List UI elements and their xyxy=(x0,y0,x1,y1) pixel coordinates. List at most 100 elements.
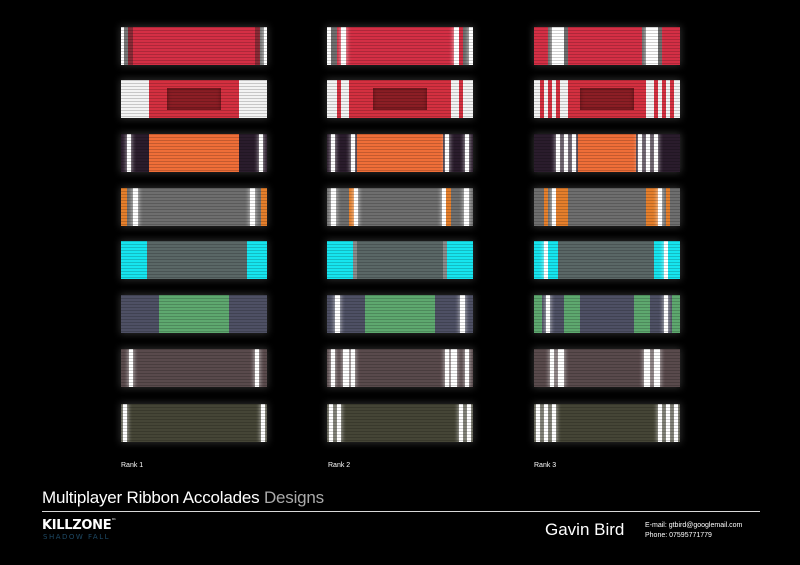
ribbon-rank3-row3 xyxy=(534,134,680,172)
ribbon-stripe xyxy=(128,27,133,65)
ribbon-stripe xyxy=(646,134,650,172)
ribbon-stripe xyxy=(353,241,357,279)
ribbon-stripe xyxy=(331,188,336,226)
ribbon-stripe xyxy=(564,134,568,172)
ribbon-rank2-row3 xyxy=(327,134,473,172)
ribbon-stripe xyxy=(446,188,451,226)
ribbon-stripe xyxy=(459,27,463,65)
ribbon-stripe xyxy=(124,27,128,65)
ribbon-stripe xyxy=(260,27,264,65)
ribbon-stripe xyxy=(337,27,341,65)
ribbon-stripe xyxy=(264,27,267,65)
ribbon-center-panel xyxy=(167,88,221,110)
ribbon-rank3-row1 xyxy=(534,27,680,65)
ribbon-stripe xyxy=(351,134,355,172)
ribbon-stripe xyxy=(469,27,473,65)
ribbon-stripe xyxy=(564,295,580,333)
ribbon-rank3-row8 xyxy=(534,404,680,442)
ribbon-stripe xyxy=(445,349,449,387)
ribbon-stripe xyxy=(662,80,666,118)
ribbon-stripe xyxy=(658,404,662,442)
ribbon-stripe xyxy=(129,349,133,387)
ribbon-stripe xyxy=(654,134,658,172)
ribbon-center-panel xyxy=(580,88,634,110)
ribbon-stripe xyxy=(127,134,131,172)
ribbon-stripe xyxy=(644,349,650,387)
ribbon-stripe xyxy=(552,404,556,442)
ribbon-stripe xyxy=(465,349,469,387)
ribbon-stripe xyxy=(654,80,658,118)
ribbon-center-panel xyxy=(373,88,427,110)
ribbon-stripe xyxy=(564,27,568,65)
footer-divider xyxy=(42,511,760,512)
ribbon-stripe xyxy=(460,295,465,333)
ribbon-stripe xyxy=(544,188,548,226)
ribbon-stripe xyxy=(351,349,355,387)
rank-2-label: Rank 2 xyxy=(328,462,351,469)
ribbon-stripe xyxy=(459,80,463,118)
ribbon-stripe xyxy=(638,134,642,172)
ribbon-stripe xyxy=(578,134,636,172)
ribbon-rank2-row6 xyxy=(327,295,473,333)
ribbon-stripe xyxy=(250,188,255,226)
ribbon-stripe xyxy=(123,404,127,442)
ribbon-stripe xyxy=(357,134,443,172)
ribbon-stripe xyxy=(556,188,568,226)
ribbon-stripe xyxy=(558,349,564,387)
ribbon-stripe xyxy=(646,188,658,226)
ribbon-rank1-row6 xyxy=(121,295,267,333)
ribbon-stripe xyxy=(335,295,340,333)
ribbon-stripe xyxy=(331,134,335,172)
contact-phone: Phone: 07595771779 xyxy=(645,532,712,539)
ribbon-stripe xyxy=(443,241,447,279)
ribbon-stripe xyxy=(552,188,556,226)
ribbon-stripe xyxy=(147,241,247,279)
ribbon-stripe xyxy=(121,27,124,65)
ribbon-stripe xyxy=(465,134,469,172)
ribbon-rank1-row3 xyxy=(121,134,267,172)
ribbon-stripe xyxy=(357,241,443,279)
page-title-sub: Designs xyxy=(263,488,324,507)
ribbon-rank3-row6 xyxy=(534,295,680,333)
ribbon-stripe xyxy=(467,404,471,442)
killzone-logo: KILLZONE™ SHADOW FALL xyxy=(42,518,152,552)
ribbon-stripe xyxy=(329,404,333,442)
ribbon-stripe xyxy=(654,349,660,387)
ribbon-stripe xyxy=(544,404,548,442)
ribbon-stripe xyxy=(544,241,548,279)
ribbon-stripe xyxy=(534,241,544,279)
ribbon-rank2-row1 xyxy=(327,27,473,65)
contact-info: E-mail: gtbird@googlemail.com Phone: 075… xyxy=(645,521,742,541)
ribbon-stripe xyxy=(327,27,331,65)
ribbon-stripe xyxy=(534,295,542,333)
ribbon-stripe xyxy=(261,188,267,226)
ribbon-stripe xyxy=(550,349,554,387)
ribbon-rank3-row7 xyxy=(534,349,680,387)
ribbon-stripe xyxy=(127,188,267,226)
ribbon-stripe xyxy=(445,134,449,172)
ribbon-stripe xyxy=(670,80,674,118)
ribbon-stripe xyxy=(658,27,662,65)
ribbon-stripe xyxy=(572,134,576,172)
ribbon-stripe xyxy=(133,188,138,226)
ribbon-stripe xyxy=(666,404,670,442)
ribbon-stripe xyxy=(463,27,469,65)
ribbon-stripe xyxy=(149,134,239,172)
ribbon-stripe xyxy=(548,27,552,65)
ribbon-rank2-row7 xyxy=(327,349,473,387)
rank-1-label: Rank 1 xyxy=(121,462,144,469)
ribbon-stripe xyxy=(255,27,260,65)
ribbon-stripe xyxy=(464,188,469,226)
ribbon-stripe xyxy=(349,188,354,226)
ribbon-stripe xyxy=(676,27,680,65)
logo-trademark: ™ xyxy=(111,518,117,524)
ribbon-stripe xyxy=(337,404,341,442)
ribbon-stripe xyxy=(534,27,538,65)
ribbon-rank3-row2 xyxy=(534,80,680,118)
ribbon-grid xyxy=(121,27,680,442)
ribbon-rank1-row2 xyxy=(121,80,267,118)
ribbon-rank2-row2 xyxy=(327,80,473,118)
ribbon-stripe xyxy=(331,27,337,65)
ribbon-stripe xyxy=(556,134,560,172)
rank-3-label: Rank 3 xyxy=(534,462,557,469)
